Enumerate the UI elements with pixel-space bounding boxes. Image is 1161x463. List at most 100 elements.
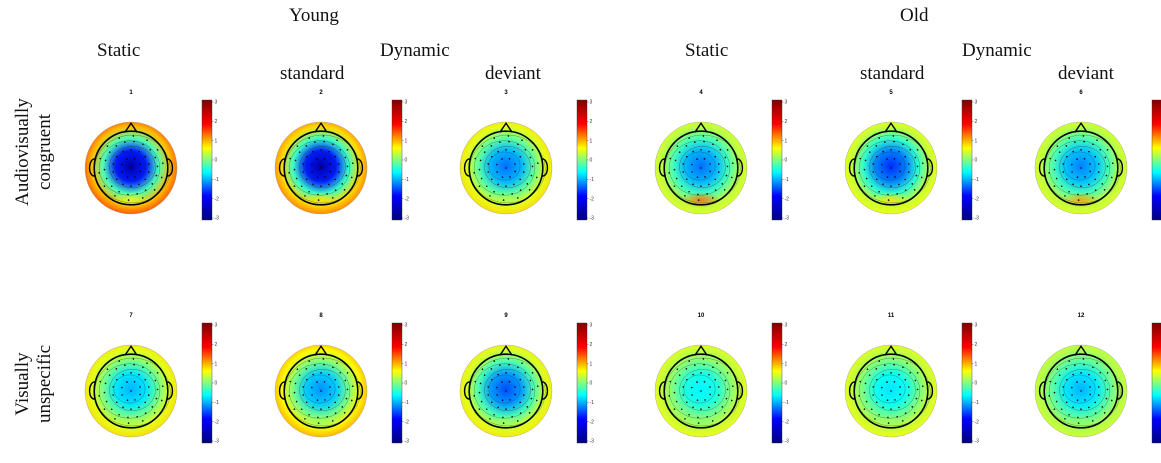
colorbar-tick: -2 (590, 196, 595, 202)
topomap-panel-9: 9 3 2 1 0 -1 -2 -3 (455, 313, 635, 463)
panel-number: 9 (504, 313, 508, 319)
colorbar-tick: -2 (215, 196, 220, 202)
colorbar-tick: 3 (590, 323, 593, 329)
colorbar (961, 99, 973, 221)
colorbar-tick: 0 (405, 158, 408, 164)
topomap-panel-11: 11 3 2 1 0 -1 -2 -3 (840, 313, 1020, 463)
colorbar-tick: 0 (405, 381, 408, 387)
colorbar-tick: -1 (405, 177, 410, 183)
topomap-panel-5: 5 3 2 1 0 -1 -2 -3 (840, 90, 1020, 240)
panel-number: 8 (319, 313, 323, 319)
colorbar (1151, 99, 1161, 221)
topomap-panel-10: 10 3 2 1 0 -1 -2 -3 (650, 313, 830, 463)
topomap-svg-5: 5 3 2 1 0 -1 -2 -3 (844, 90, 980, 222)
topomap-svg-2: 2 3 2 1 0 -1 -2 -3 (274, 90, 410, 222)
colorbar-tick: 1 (405, 361, 408, 367)
colorbar-tick: -1 (590, 177, 595, 183)
header-young-static: Static (97, 40, 141, 61)
colorbar (576, 99, 588, 221)
colorbar-tick: 0 (215, 158, 218, 164)
colorbar-tick: 1 (785, 138, 788, 144)
colorbar-tick: 2 (590, 342, 593, 348)
colorbar (961, 322, 973, 444)
colorbar-tick: 0 (975, 158, 978, 164)
colorbar-tick: -2 (590, 419, 595, 425)
colorbar (391, 322, 403, 444)
colorbar-tick: -1 (215, 177, 220, 183)
colorbar-tick: -3 (405, 439, 410, 445)
colorbar-tick: 1 (975, 361, 978, 367)
topomap-panel-7: 7 3 2 1 0 -1 -2 -3 (80, 313, 260, 463)
colorbar-tick: 2 (405, 119, 408, 125)
colorbar-tick: 1 (405, 138, 408, 144)
topomap-svg-12: 12 (1034, 313, 1161, 444)
panel-number: 5 (889, 90, 893, 96)
panel-number: 3 (504, 90, 508, 96)
panel-number: 10 (698, 313, 705, 319)
colorbar-tick: -1 (215, 400, 220, 406)
colorbar-tick: 3 (215, 100, 218, 106)
colorbar-tick: -2 (975, 419, 980, 425)
panel-number: 7 (129, 313, 133, 319)
colorbar-tick: -1 (975, 400, 980, 406)
row-label-audiovisually-congruent: Audiovisually congruent (12, 82, 56, 222)
header-young: Young (289, 5, 339, 26)
panel-number: 2 (319, 90, 323, 96)
colorbar-tick: -3 (975, 439, 980, 445)
topomap-panel-8: 8 3 2 1 0 -1 -2 -3 (270, 313, 450, 463)
colorbar-tick: 2 (405, 342, 408, 348)
colorbar-tick: -3 (785, 216, 790, 222)
row1-line2: congruent (34, 114, 55, 190)
colorbar-tick: 1 (590, 138, 593, 144)
colorbar-tick: 2 (785, 342, 788, 348)
colorbar-tick: -1 (785, 400, 790, 406)
colorbar-tick: -1 (975, 177, 980, 183)
colorbar-tick: 1 (215, 138, 218, 144)
topomap-panel-3: 3 3 2 1 0 -1 -2 -3 (455, 90, 635, 240)
topomap-svg-1: 1 3 2 1 0 -1 -2 -3 (84, 90, 220, 222)
colorbar-tick: -1 (405, 400, 410, 406)
colorbar-tick: 2 (975, 342, 978, 348)
topomap-panel-2: 2 3 2 1 0 -1 -2 -3 (270, 90, 450, 240)
panel-number: 1 (129, 90, 133, 96)
colorbar-tick: 3 (405, 100, 408, 106)
colorbar-tick: 0 (785, 381, 788, 387)
colorbar-tick: -2 (405, 419, 410, 425)
header-old-standard: standard (860, 63, 925, 84)
colorbar-tick: 3 (975, 323, 978, 329)
row2-line2: unspecific (34, 344, 55, 424)
colorbar-tick: 3 (215, 323, 218, 329)
colorbar (1151, 322, 1161, 444)
colorbar (771, 322, 783, 444)
header-old-dynamic: Dynamic (962, 40, 1032, 61)
header-young-dynamic: Dynamic (380, 40, 450, 61)
topomap-svg-9: 9 3 2 1 0 -1 -2 -3 (459, 313, 595, 445)
colorbar (201, 322, 213, 444)
colorbar-tick: 2 (215, 342, 218, 348)
panel-number: 4 (699, 90, 703, 96)
colorbar-tick: 2 (975, 119, 978, 125)
header-young-deviant: deviant (485, 63, 541, 84)
header-old-deviant: deviant (1058, 63, 1114, 84)
topomap-svg-3: 3 3 2 1 0 -1 -2 -3 (459, 90, 595, 222)
colorbar-tick: -2 (405, 196, 410, 202)
colorbar-tick: 3 (975, 100, 978, 106)
colorbar-tick: 3 (590, 100, 593, 106)
colorbar-tick: -2 (785, 419, 790, 425)
topomap-svg-4: 4 3 2 1 0 -1 -2 -3 (654, 90, 790, 222)
topomap-svg-8: 8 3 2 1 0 -1 -2 -3 (274, 313, 410, 445)
colorbar-tick: 0 (590, 158, 593, 164)
row1-line1: Audiovisually (12, 98, 33, 206)
topomap-panel-4: 4 3 2 1 0 -1 -2 -3 (650, 90, 830, 240)
colorbar-tick: 3 (785, 323, 788, 329)
colorbar-tick: -3 (590, 216, 595, 222)
colorbar-tick: 1 (590, 361, 593, 367)
panel-number: 11 (888, 313, 895, 319)
topomap-panel-12: 12 (1030, 313, 1161, 463)
header-young-standard: standard (280, 63, 345, 84)
topomap-svg-11: 11 3 2 1 0 -1 -2 -3 (844, 313, 980, 445)
colorbar (391, 99, 403, 221)
colorbar-tick: 1 (215, 361, 218, 367)
colorbar-tick: 1 (785, 361, 788, 367)
